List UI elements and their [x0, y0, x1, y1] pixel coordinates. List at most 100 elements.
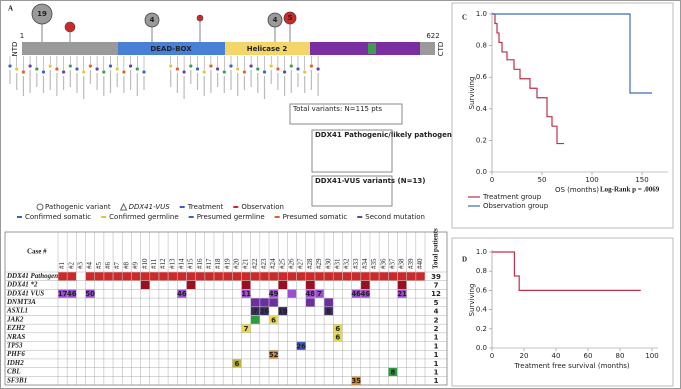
- mutation-dot: [48, 64, 52, 68]
- table-cell: [85, 289, 95, 298]
- mutation-dot: [189, 64, 193, 68]
- cell-text: 6: [335, 334, 340, 342]
- table-cell: [278, 307, 288, 316]
- mutation-label: [136, 73, 138, 96]
- mutation-dot: [283, 70, 287, 74]
- mutation-dot: [28, 64, 32, 68]
- gene-label: DDX41 Pathogenic: [6, 272, 63, 280]
- case-header: #31: [333, 258, 341, 269]
- table-cell: [214, 272, 223, 281]
- gene-label: CBL: [7, 368, 21, 376]
- note-box: [289, 103, 403, 125]
- case-header: #34: [361, 258, 369, 269]
- case-header: #35: [370, 258, 378, 269]
- case-header: #1: [58, 262, 66, 270]
- total-cell: 1: [434, 351, 439, 359]
- table-cell: [306, 280, 315, 290]
- lollipop-count: 5: [288, 14, 293, 22]
- table-cell: [159, 272, 168, 281]
- mutation-label: [123, 76, 125, 93]
- total-cell: 1: [434, 342, 439, 350]
- mutation-dot: [115, 67, 119, 71]
- domain-label: DEAD-BOX: [150, 45, 192, 53]
- table-cell: [250, 298, 260, 307]
- table-cell: [406, 272, 416, 281]
- mutation-dot: [135, 67, 139, 71]
- notes: Total variants: N=115 pts DDX41 Pathogen…: [289, 103, 524, 207]
- mutation-label: [277, 73, 279, 90]
- annotation: Log-Rank p = .0069: [600, 186, 660, 194]
- cell-text: 8: [326, 308, 331, 316]
- y-tick-label: 0.6: [476, 286, 488, 294]
- legend-symbol: [36, 203, 44, 211]
- total-cell: 2: [434, 325, 439, 333]
- survival-curve: [492, 251, 641, 291]
- table-cell: [150, 272, 159, 281]
- legend-text: Pathogenic variant: [45, 203, 111, 211]
- mutation-dot: [35, 67, 39, 71]
- total-cell: 5: [434, 299, 439, 307]
- table-cell: [250, 315, 260, 324]
- mutation-label: [176, 73, 178, 93]
- mutation-dot: [195, 67, 200, 71]
- case-header: #23: [260, 258, 268, 269]
- table-cell: [58, 272, 67, 281]
- mutation-dot: [129, 64, 133, 68]
- table-cell: [287, 289, 297, 298]
- note: DDX41 Pathogenic/likely pathogenic varia…: [315, 131, 524, 139]
- case-header: #30: [324, 258, 332, 269]
- cell-text: 6: [271, 316, 276, 324]
- table-cell: [315, 272, 324, 281]
- y-tick-label: 1.0: [476, 248, 487, 256]
- table-cell: [269, 315, 278, 324]
- mutation-label: [143, 76, 145, 90]
- case-header: #10: [141, 258, 149, 269]
- case-header: #21: [242, 258, 250, 269]
- mutation-dot: [108, 64, 113, 68]
- table-cell: [397, 272, 407, 281]
- case-header: #36: [379, 258, 387, 269]
- mutation-label: [63, 76, 65, 90]
- mutation-dot: [242, 70, 246, 74]
- mutation-dot: [55, 67, 59, 71]
- table-cell: [296, 341, 306, 350]
- table-cell: [195, 272, 205, 281]
- mutation-dot: [269, 64, 273, 68]
- mutation-dot: [289, 64, 293, 68]
- cell-text: 17: [58, 290, 68, 298]
- gene-label: DDX41 *2: [6, 281, 38, 289]
- mutation-dot: [8, 64, 12, 68]
- case-header: #33: [352, 258, 360, 269]
- case-header: #37: [388, 258, 396, 269]
- domain: [368, 43, 376, 54]
- table-cell: [388, 367, 398, 377]
- gene-label: TP53: [7, 341, 23, 349]
- mutation-dot: [249, 64, 253, 68]
- domain-label: Helicase 2: [247, 45, 288, 53]
- x-tick-label: 40: [552, 352, 561, 360]
- mutation-dot: [303, 70, 307, 74]
- y-tick-label: 0.0: [476, 344, 487, 352]
- position-label: 1: [20, 32, 24, 40]
- mutation-dot: [75, 67, 79, 71]
- case-header: #26: [288, 258, 296, 269]
- mutation-dot: [102, 70, 106, 74]
- case-header: #3: [77, 262, 85, 270]
- mutation-dot: [202, 70, 206, 74]
- table-cell: [241, 324, 251, 333]
- case-header: #28: [306, 258, 314, 269]
- mutation-label: [56, 73, 58, 96]
- lollipop: [64, 21, 76, 33]
- case-header: #5: [95, 262, 103, 270]
- table-header: Case #: [27, 248, 47, 256]
- case-header: #40: [416, 258, 424, 269]
- mutation-label: [270, 70, 272, 84]
- case-header: #39: [407, 258, 415, 269]
- table-cell: [315, 289, 324, 298]
- gene-label: PHF6: [7, 350, 25, 358]
- mutation-dot: [262, 70, 267, 74]
- legend-text: Confirmed germline: [109, 213, 179, 221]
- table-cell: [306, 298, 315, 307]
- table-cell: [67, 289, 77, 298]
- mutation-label: [243, 76, 245, 90]
